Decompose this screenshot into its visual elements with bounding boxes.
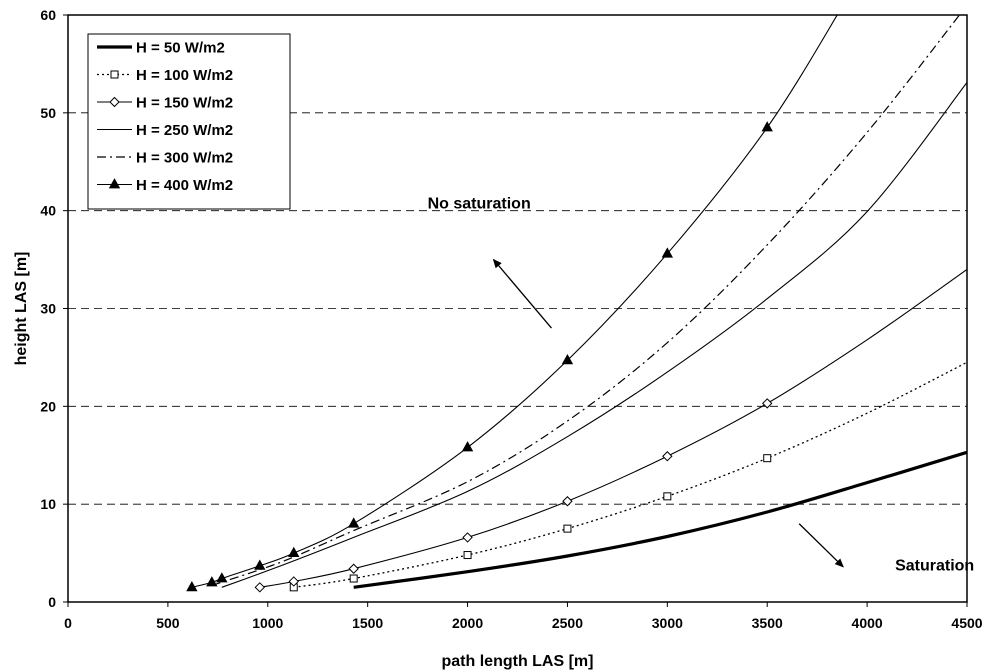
legend-item: H = 50 W/m2: [97, 40, 225, 57]
legend-box: [87, 33, 291, 210]
legend-label: H = 250 W/m2: [136, 122, 233, 139]
data-point-marker: [288, 546, 300, 557]
series-6: [186, 15, 838, 592]
x-tick-label: 500: [156, 615, 180, 631]
data-point-marker: [254, 559, 266, 570]
annotation-layer: No saturation Saturation: [428, 196, 975, 575]
legend-label: H = 100 W/m2: [136, 67, 233, 84]
series-line: [221, 82, 967, 588]
data-point-marker: [216, 572, 228, 583]
data-point-marker: [108, 178, 121, 189]
y-axis-title: height LAS [m]: [13, 252, 30, 366]
x-tick-label: 2000: [452, 615, 483, 631]
legend-label: H = 150 W/m2: [136, 95, 233, 112]
x-tick-label: 3500: [752, 615, 783, 631]
series-line: [293, 361, 967, 588]
data-point-marker: [661, 247, 674, 258]
x-tick-label: 1000: [252, 615, 283, 631]
series-3: [254, 268, 967, 593]
data-point-marker: [663, 492, 672, 501]
annotation-label: Saturation: [895, 558, 974, 575]
data-point-marker: [563, 524, 572, 533]
data-point-marker: [662, 451, 673, 462]
y-tick-label: 60: [40, 7, 56, 23]
data-point-marker: [463, 551, 472, 560]
y-tick-label: 20: [40, 398, 56, 414]
data-point-marker: [348, 517, 360, 528]
annotation-label: No saturation: [428, 196, 531, 213]
x-tick-label: 4500: [951, 615, 982, 631]
series-line: [211, 15, 961, 586]
y-tick-label: 0: [48, 594, 56, 610]
series-line: [353, 450, 967, 589]
annotation-arrow: [798, 523, 844, 568]
data-point-marker: [762, 398, 773, 409]
x-tick-label: 3000: [652, 615, 683, 631]
legend-item: H = 150 W/m2: [97, 95, 233, 112]
series-4: [221, 82, 967, 588]
legend-label: H = 400 W/m2: [136, 177, 233, 194]
data-point-marker: [462, 532, 473, 543]
data-point-marker: [763, 454, 772, 463]
data-point-marker: [186, 581, 198, 592]
data-point-marker: [206, 576, 218, 587]
series-1: [353, 450, 967, 589]
legend-item: H = 300 W/m2: [97, 150, 233, 167]
series-line: [259, 268, 967, 588]
data-point-marker: [288, 576, 299, 587]
data-point-marker: [348, 563, 359, 574]
data-point-marker: [110, 70, 119, 79]
x-tick-label: 2500: [552, 615, 583, 631]
legend-item: H = 400 W/m2: [97, 177, 233, 194]
data-point-marker: [761, 121, 773, 132]
legend-item: H = 100 W/m2: [97, 67, 233, 84]
y-tick-label: 10: [40, 496, 56, 512]
series-2: [289, 361, 967, 592]
series-5: [211, 15, 961, 586]
axis-ticks: 0 500 1000 1500 2000 2500 3000 3500 4000 4500 0 10 2…: [40, 7, 982, 631]
x-tick-label: 1500: [352, 615, 383, 631]
legend-label: H = 300 W/m2: [136, 150, 233, 167]
legend-item: H = 250 W/m2: [97, 122, 233, 139]
y-tick-label: 40: [40, 203, 56, 219]
y-tick-label: 30: [40, 301, 56, 317]
y-tick-label: 50: [40, 105, 56, 121]
data-point-marker: [254, 582, 265, 593]
x-tick-label: 0: [64, 615, 72, 631]
series-layer: [186, 15, 967, 593]
legend: H = 50 W/m2 H = 100 W/m2 H = 150 W/m2 H = 2…: [87, 33, 291, 210]
data-point-marker: [109, 96, 120, 108]
data-point-marker: [562, 496, 573, 507]
data-point-marker: [349, 574, 358, 583]
x-axis-title: path length LAS [m]: [442, 653, 594, 670]
legend-label: H = 50 W/m2: [136, 40, 225, 57]
x-tick-label: 4000: [852, 615, 883, 631]
data-point-marker: [461, 441, 474, 452]
data-point-marker: [561, 354, 574, 365]
annotation-arrow: [492, 258, 552, 329]
